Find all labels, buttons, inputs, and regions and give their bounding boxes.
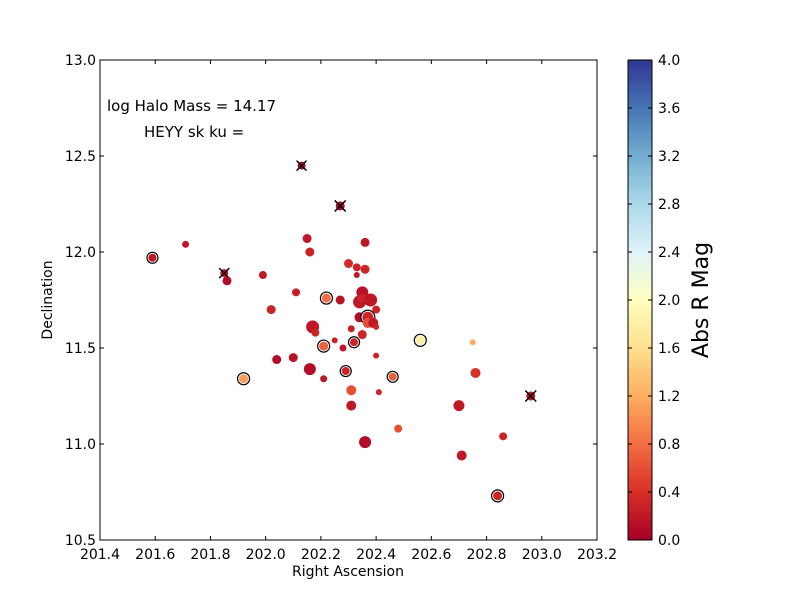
heyy-annotation: HEYY sk ku = xyxy=(144,123,244,141)
data-point xyxy=(239,374,248,383)
data-point xyxy=(359,436,371,448)
data-point xyxy=(272,355,281,364)
data-point xyxy=(416,336,425,345)
data-point xyxy=(358,330,367,339)
data-point xyxy=(364,294,377,307)
data-point xyxy=(353,263,361,271)
y-tick-label: 11.0 xyxy=(65,437,96,453)
x-tick-label: 201.6 xyxy=(135,547,175,563)
x-tick-label: 202.2 xyxy=(301,547,341,563)
colorbar-tick-label: 0.4 xyxy=(658,485,680,501)
x-tick-label: 202.4 xyxy=(356,547,396,563)
data-point xyxy=(361,265,370,274)
data-point xyxy=(372,306,380,314)
y-tick-label: 13.0 xyxy=(65,53,96,69)
data-point xyxy=(394,425,402,433)
data-point xyxy=(305,248,314,257)
y-tick-label: 12.0 xyxy=(65,245,96,261)
y-tick-label: 10.5 xyxy=(65,533,96,549)
data-point xyxy=(267,305,276,314)
data-point xyxy=(339,345,346,352)
data-point xyxy=(373,353,379,359)
data-point xyxy=(304,363,316,375)
data-point xyxy=(470,339,476,345)
colorbar-tick-label: 2.8 xyxy=(658,197,680,213)
data-point xyxy=(320,375,327,382)
x-axis-label: Right Ascension xyxy=(292,564,404,580)
data-point xyxy=(346,401,356,411)
data-point xyxy=(354,272,360,278)
data-point xyxy=(336,296,345,305)
colorbar-tick-label: 0.0 xyxy=(658,533,680,549)
y-tick-label: 12.5 xyxy=(65,149,96,165)
data-point xyxy=(311,329,319,337)
data-point xyxy=(342,367,350,375)
data-point xyxy=(389,373,397,381)
data-point xyxy=(259,271,267,279)
halo-mass-annotation: log Halo Mass = 14.17 xyxy=(107,97,276,115)
data-point xyxy=(493,491,502,500)
colorbar-tick-label: 3.6 xyxy=(658,101,680,117)
data-point xyxy=(322,294,331,303)
x-tick-label: 202.0 xyxy=(246,547,286,563)
data-point xyxy=(361,238,370,247)
data-point xyxy=(332,337,338,343)
x-tick-label: 202.8 xyxy=(467,547,507,563)
x-tick-label: 203.0 xyxy=(522,547,562,563)
colorbar-tick-label: 2.4 xyxy=(658,245,680,261)
data-point xyxy=(348,325,355,332)
data-point xyxy=(182,241,189,248)
data-point xyxy=(303,234,312,243)
x-tick-label: 203.2 xyxy=(577,547,617,563)
x-tick-label: 201.8 xyxy=(190,547,230,563)
data-point xyxy=(223,276,232,285)
data-point xyxy=(289,353,298,362)
colorbar-tick-label: 4.0 xyxy=(658,53,680,69)
colorbar-tick-label: 1.6 xyxy=(658,341,680,357)
x-tick-label: 201.4 xyxy=(80,547,120,563)
colorbar-tick-label: 3.2 xyxy=(658,149,680,165)
colorbar-label: Abs R Mag xyxy=(689,242,714,358)
data-point xyxy=(376,389,382,395)
y-tick-label: 11.5 xyxy=(65,341,96,357)
data-point xyxy=(471,368,481,378)
colorbar-tick-label: 0.8 xyxy=(658,437,680,453)
data-point xyxy=(148,254,156,262)
data-point xyxy=(373,324,379,330)
x-tick-label: 202.6 xyxy=(411,547,451,563)
colorbar-tick-label: 2.0 xyxy=(658,293,680,309)
data-point xyxy=(457,451,467,461)
colorbar-tick-label: 1.2 xyxy=(658,389,680,405)
y-axis-label: Declination xyxy=(40,260,56,339)
data-point xyxy=(292,288,300,296)
data-point xyxy=(453,400,464,411)
data-point xyxy=(350,338,358,346)
data-point xyxy=(319,342,328,351)
data-point xyxy=(499,432,507,440)
data-point xyxy=(346,385,356,395)
data-point xyxy=(344,259,353,268)
